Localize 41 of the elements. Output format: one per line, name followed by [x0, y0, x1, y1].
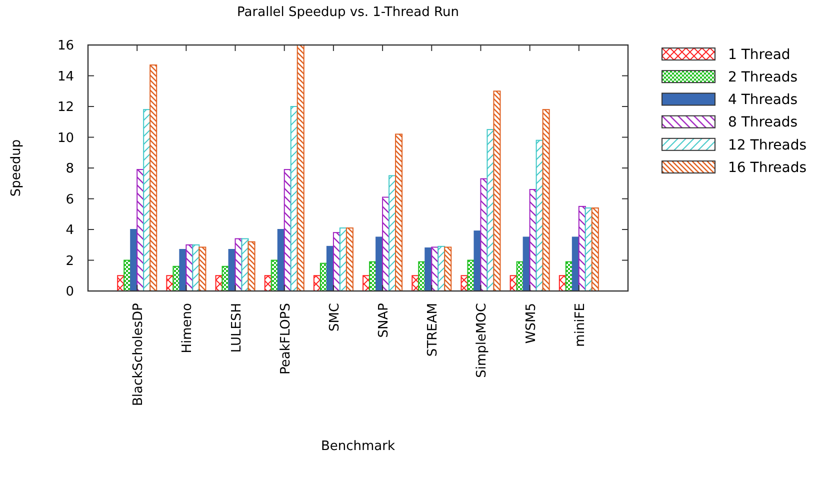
x-tick-label: Himeno	[180, 302, 196, 354]
y-tick-label: 2	[66, 254, 74, 269]
bar	[395, 134, 403, 292]
bar	[522, 236, 530, 292]
legend-label: 2 Threads	[728, 70, 798, 86]
y-tick-label: 6	[66, 192, 74, 208]
y-tick-label: 16	[57, 38, 74, 54]
bar	[542, 109, 550, 292]
y-tick-label: 14	[57, 69, 74, 84]
y-tick-label: 0	[66, 284, 74, 300]
legend-label: 4 Threads	[728, 92, 798, 108]
legend-label: 12 Threads	[728, 137, 807, 154]
bar	[376, 236, 384, 292]
x-tick-label: WSM5	[524, 303, 539, 344]
legend-label: 8 Threads	[728, 114, 798, 131]
legend-label: 16 Threads	[728, 160, 807, 176]
x-tick-label: STREAM	[426, 303, 441, 357]
y-axis-title: Speedup	[9, 139, 24, 197]
x-tick-label: LULESH	[229, 303, 244, 353]
y-tick-label: 8	[66, 162, 74, 177]
x-tick-label: PeakFLOPS	[278, 303, 294, 374]
bar	[572, 236, 580, 292]
y-tick-label: 12	[57, 100, 74, 116]
chart-title: Parallel Speedup vs. 1-Thread Run	[237, 5, 459, 20]
x-axis-title: Benchmark	[320, 439, 396, 454]
x-tick-label: BlackScholesDP	[131, 302, 146, 406]
bar	[346, 227, 354, 292]
bar	[493, 90, 501, 292]
x-tick-label: SNAP	[376, 302, 392, 338]
bar	[150, 64, 158, 292]
x-tick-label: SMC	[327, 303, 342, 332]
bar	[591, 207, 599, 292]
legend-label: 1 Thread	[728, 46, 790, 63]
y-tick-label: 4	[66, 223, 74, 238]
x-tick-label: SimpleMOC	[474, 303, 490, 378]
x-tick-label: miniFE	[572, 303, 588, 347]
y-tick-label: 10	[57, 130, 74, 146]
bar	[444, 246, 452, 292]
bar	[198, 246, 206, 292]
bar	[296, 44, 304, 292]
bar	[248, 241, 256, 292]
